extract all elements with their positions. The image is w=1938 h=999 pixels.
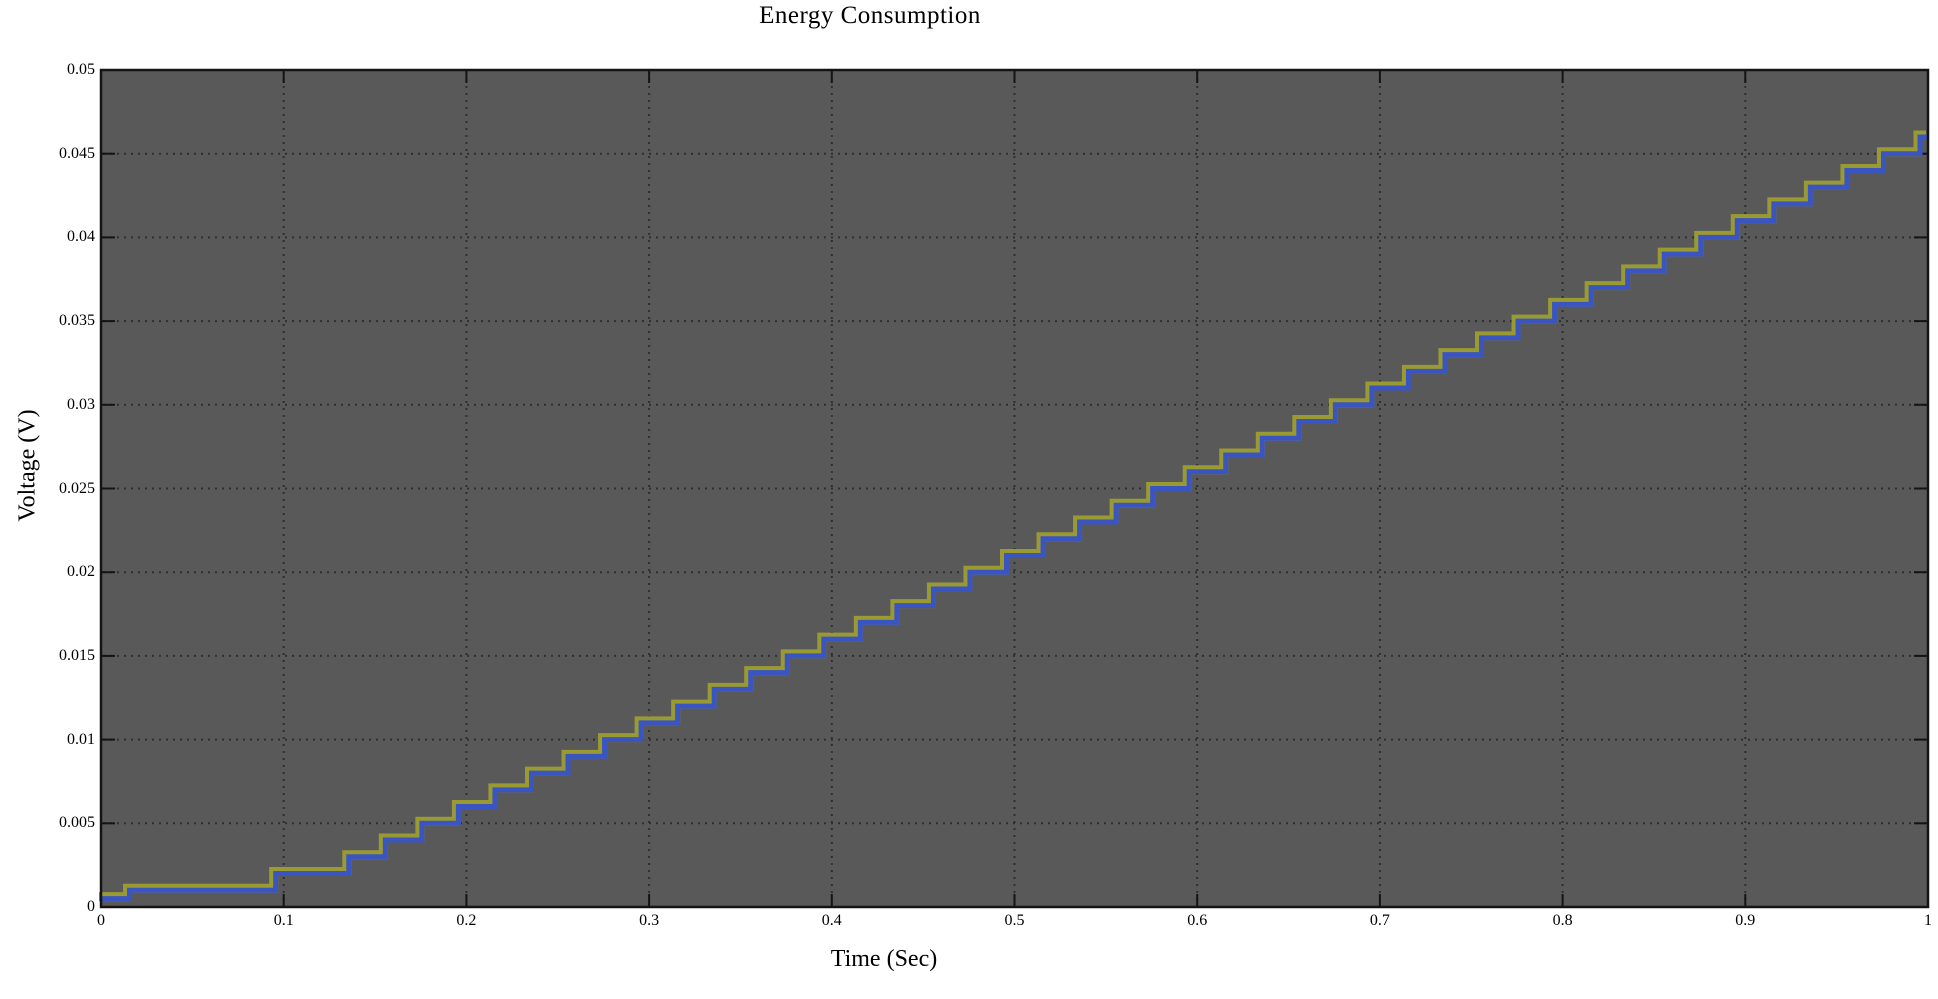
y-tick-label: 0 [87,898,95,915]
y-tick-label: 0.03 [67,395,95,413]
x-tick-label: 0.5 [1004,912,1025,929]
x-tick-label: 0.1 [273,912,294,929]
y-tick-label: 0.05 [67,61,95,78]
y-tick-label: 0.025 [59,479,95,497]
x-axis-title: Time (Sec) [830,946,938,972]
y-tick-label: 0.035 [59,312,95,330]
x-tick-label: 0.7 [1369,912,1390,929]
x-tick-label: 0.9 [1735,912,1756,929]
chart-title: Energy Consumption [759,2,981,29]
y-tick-label: 0.045 [59,144,95,162]
x-tick-label: 1 [1924,912,1932,929]
series-line [101,134,1928,902]
y-tick-label: 0.015 [59,646,95,664]
x-tick-label: 0 [97,912,105,929]
x-tick-label: 0.4 [821,912,842,929]
x-tick-label: 0.2 [456,912,477,929]
x-tick-label: 0.6 [1187,912,1208,929]
axes-box [99,68,1930,909]
x-tick-label: 0.3 [639,912,660,929]
y-tick-label: 0.01 [67,730,95,748]
y-tick-label: 0.04 [67,228,95,246]
y-tick-label: 0.02 [67,563,95,581]
y-tick-label: 0.005 [59,814,95,832]
x-tick-label: 0.8 [1552,912,1573,929]
